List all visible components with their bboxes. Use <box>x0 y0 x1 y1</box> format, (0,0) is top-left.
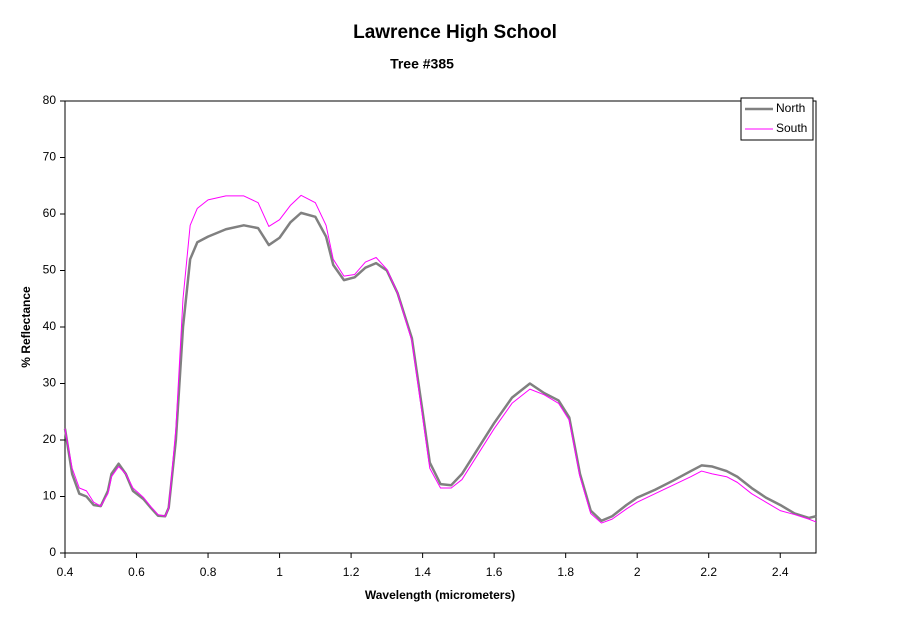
y-axis-label: % Reflectance <box>19 286 33 368</box>
chart-title: Lawrence High School <box>353 22 557 43</box>
x-tick-label: 1.6 <box>486 565 503 579</box>
y-tick-label: 0 <box>49 545 56 559</box>
x-tick-label: 1 <box>276 565 283 579</box>
x-tick-label: 0.4 <box>57 565 74 579</box>
x-tick-label: 2.4 <box>772 565 789 579</box>
x-tick-label: 1.2 <box>343 565 360 579</box>
y-tick-label: 20 <box>43 432 57 446</box>
x-axis-label: Wavelength (micrometers) <box>365 588 515 602</box>
x-tick-label: 1.8 <box>557 565 574 579</box>
y-tick-label: 70 <box>43 150 57 164</box>
y-tick-label: 60 <box>43 206 57 220</box>
legend-label: North <box>776 101 805 115</box>
x-tick-label: 2 <box>634 565 641 579</box>
x-tick-label: 2.2 <box>700 565 717 579</box>
y-tick-label: 40 <box>43 319 57 333</box>
legend-box <box>740 97 814 141</box>
chart-subtitle: Tree #385 <box>390 56 454 72</box>
legend: North South <box>740 97 814 141</box>
series-line <box>64 194 817 524</box>
y-tick-label: 10 <box>43 489 57 503</box>
y-tick-label: 50 <box>43 263 57 277</box>
legend-label: South <box>776 121 807 135</box>
series-line <box>63 211 817 523</box>
x-tick-label: 0.8 <box>200 565 217 579</box>
y-tick-label: 30 <box>43 376 57 390</box>
x-tick-label: 0.6 <box>128 565 145 579</box>
y-tick-label: 80 <box>43 93 57 107</box>
x-tick-label: 1.4 <box>414 565 431 579</box>
